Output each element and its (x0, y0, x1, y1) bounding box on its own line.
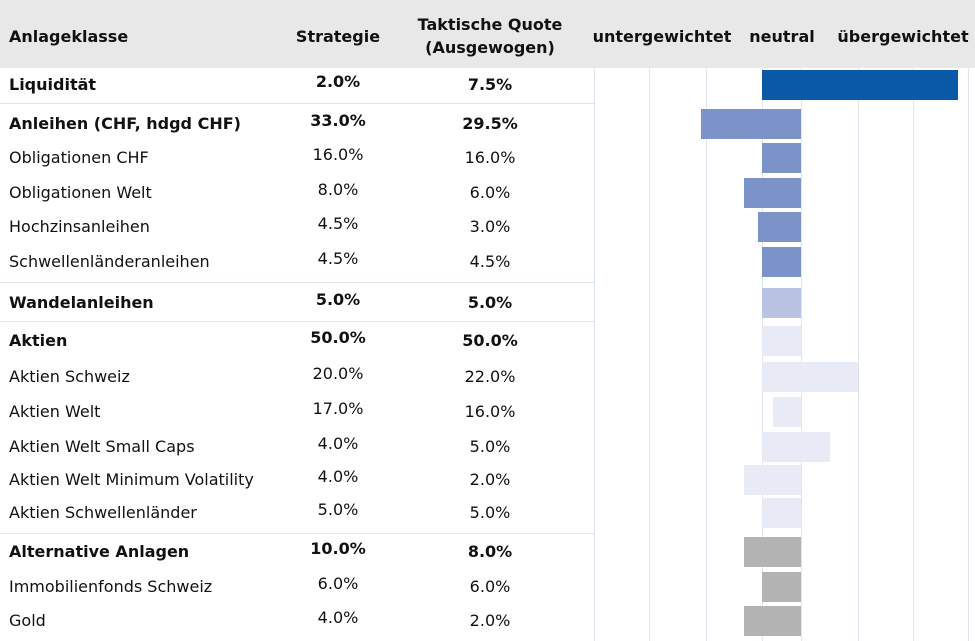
strategy: 2.0% (315, 72, 361, 91)
tactical: 3.0% (469, 217, 511, 236)
grid-line (858, 68, 859, 641)
asset-name: Aktien Schweiz (9, 367, 130, 386)
strategy: 4.0% (317, 467, 359, 486)
weight-bar (762, 70, 958, 100)
separator (0, 533, 594, 534)
asset-name: Hochzinsanleihen (9, 217, 150, 236)
tactical: 5.0% (469, 503, 511, 522)
strategy: 5.0% (315, 290, 361, 309)
strategy: 5.0% (317, 500, 359, 519)
tactical: 7.5% (467, 75, 513, 94)
tactical: 16.0% (464, 148, 516, 167)
tactical: 16.0% (464, 402, 516, 421)
grid-line (649, 68, 650, 641)
separator (0, 103, 594, 104)
header-asset-class: Anlageklasse (9, 27, 129, 46)
asset-name: Obligationen Welt (9, 183, 152, 202)
header-tactical: Taktische Quote (417, 15, 563, 34)
asset-name: Gold (9, 611, 46, 630)
grid-line (801, 68, 802, 641)
tactical: 29.5% (462, 114, 518, 133)
grid-line (594, 68, 595, 641)
asset-name: Aktien Schwellenländer (9, 503, 197, 522)
header-over: übergewichtet (837, 27, 969, 46)
tactical: 8.0% (467, 542, 513, 561)
strategy: 17.0% (312, 399, 364, 418)
weight-bar (762, 432, 830, 462)
strategy: 8.0% (317, 180, 359, 199)
asset-name: Obligationen CHF (9, 148, 149, 167)
tactical: 2.0% (469, 611, 511, 630)
weight-bar (758, 212, 801, 242)
asset-name: Anleihen (CHF, hdgd CHF) (9, 114, 241, 133)
grid-line (968, 68, 969, 641)
tactical: 5.0% (469, 437, 511, 456)
asset-name: Aktien Welt (9, 402, 101, 421)
tactical: 2.0% (469, 470, 511, 489)
strategy: 4.0% (317, 434, 359, 453)
strategy: 16.0% (312, 145, 364, 164)
grid-line (706, 68, 707, 641)
weight-bar (701, 109, 801, 139)
separator (0, 282, 594, 283)
weight-bar (762, 288, 801, 318)
tactical: 6.0% (469, 183, 511, 202)
header-strategy: Strategie (295, 27, 381, 46)
strategy: 4.5% (317, 214, 359, 233)
header-bg (0, 0, 975, 68)
weight-bar (744, 178, 801, 208)
weight-bar (762, 572, 801, 602)
asset-name: Aktien Welt Small Caps (9, 437, 195, 456)
header-neutral: neutral (749, 27, 815, 46)
strategy: 6.0% (317, 574, 359, 593)
weight-bar (744, 606, 801, 636)
weight-bar (762, 143, 801, 173)
asset-name: Aktien (9, 331, 68, 350)
strategy: 4.0% (317, 608, 359, 627)
grid-line (913, 68, 914, 641)
weight-bar (762, 247, 801, 277)
weight-bar (744, 537, 801, 567)
separator (0, 321, 594, 322)
tactical: 22.0% (464, 367, 516, 386)
weight-bar (744, 465, 801, 495)
tactical: 6.0% (469, 577, 511, 596)
weight-bar (762, 498, 801, 528)
strategy: 50.0% (310, 328, 366, 347)
weight-bar (762, 362, 858, 392)
weight-bar (772, 397, 801, 427)
asset-name: Liquidität (9, 75, 97, 94)
strategy: 4.5% (317, 249, 359, 268)
header-under: untergewichtet (592, 27, 732, 46)
strategy: 33.0% (310, 111, 366, 130)
tactical: 5.0% (467, 293, 513, 312)
asset-name: Schwellenländeranleihen (9, 252, 210, 271)
asset-name: Wandelanleihen (9, 293, 154, 312)
asset-name: Alternative Anlagen (9, 542, 190, 561)
asset-name: Aktien Welt Minimum Volatility (9, 470, 254, 489)
weight-bar (762, 326, 801, 356)
strategy: 10.0% (310, 539, 366, 558)
strategy: 20.0% (312, 364, 364, 383)
tactical: 50.0% (462, 331, 518, 350)
tactical: 4.5% (469, 252, 511, 271)
header-tactical-sub: (Ausgewogen) (425, 38, 555, 57)
asset-name: Immobilienfonds Schweiz (9, 577, 213, 596)
